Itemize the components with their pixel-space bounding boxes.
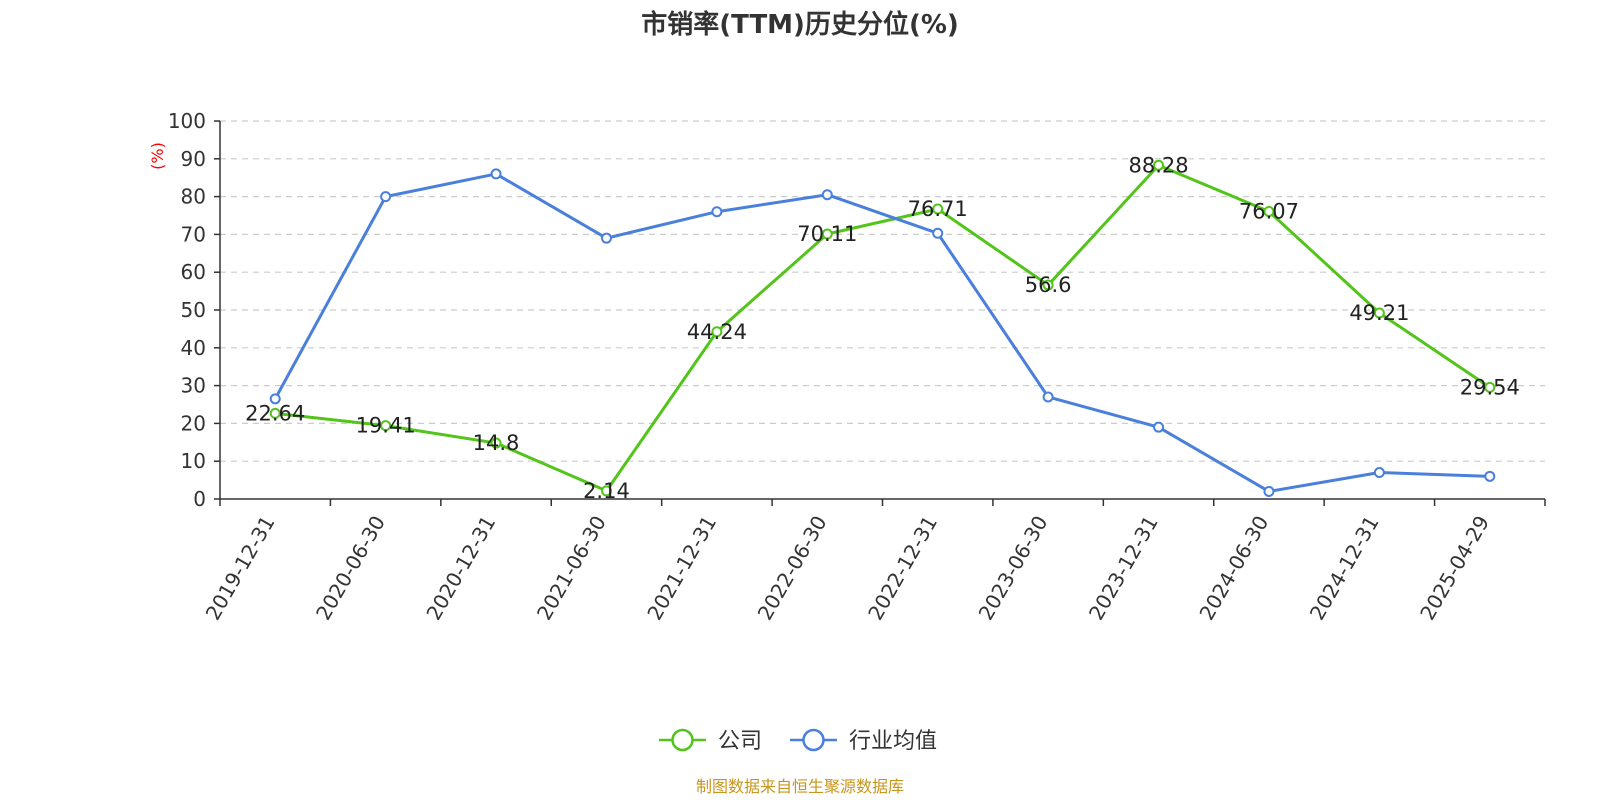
data-label: 2.14 bbox=[583, 479, 630, 503]
x-tick-label: 2022-12-31 bbox=[863, 511, 942, 624]
series-line-1 bbox=[273, 172, 1490, 493]
series-1-point bbox=[711, 206, 723, 218]
series-1-point bbox=[1484, 470, 1496, 482]
series-1-point bbox=[821, 189, 833, 201]
series-0-point bbox=[1153, 159, 1165, 171]
x-tick-label: 2019-12-31 bbox=[201, 512, 280, 625]
y-axis-unit: (%) bbox=[148, 142, 167, 170]
series-0-point bbox=[1373, 307, 1385, 319]
series-0-point bbox=[269, 407, 281, 419]
x-tick-label: 2021-12-31 bbox=[642, 512, 721, 625]
legend-marker-industry-average bbox=[802, 728, 825, 752]
y-tick-label: 50 bbox=[181, 298, 206, 322]
data-label: 56.6 bbox=[1025, 273, 1072, 297]
data-label: 19.41 bbox=[356, 414, 416, 438]
x-tick-label: 2020-06-30 bbox=[311, 512, 390, 625]
legend-label-industry-average: 行业均值 bbox=[849, 729, 937, 754]
chart-title: 市销率(TTM)历史分位(%) bbox=[641, 9, 959, 40]
legend-item-company[interactable]: 公司 bbox=[659, 728, 762, 754]
legend-marker-company bbox=[671, 728, 694, 752]
data-labels: 22.64 19.41 14.8 2.14 44.24 70.11 76.71 56.6 88.… bbox=[245, 153, 1520, 503]
x-tick-label: 2025-04-29 bbox=[1415, 512, 1494, 625]
x-tick-label: 2023-12-31 bbox=[1084, 512, 1163, 625]
series-0-point bbox=[1042, 279, 1054, 291]
y-tick-label: 40 bbox=[181, 336, 206, 360]
y-tick-label: 30 bbox=[181, 374, 206, 398]
y-tick-label: 70 bbox=[181, 222, 206, 246]
x-tick-label: 2020-12-31 bbox=[421, 511, 500, 624]
legend-item-industry-average[interactable]: 行业均值 bbox=[790, 728, 937, 754]
x-tick-label: 2024-06-30 bbox=[1194, 512, 1273, 625]
data-source-note: 制图数据来自恒生聚源数据库 bbox=[696, 777, 904, 796]
data-label: 22.64 bbox=[245, 401, 305, 425]
y-tick-label: 10 bbox=[181, 449, 206, 473]
series bbox=[269, 159, 1496, 497]
series-0-point bbox=[490, 437, 502, 449]
data-label: 14.8 bbox=[473, 431, 520, 455]
series-1-point bbox=[1263, 485, 1275, 497]
series-1-point bbox=[1373, 467, 1385, 479]
series-1-point bbox=[932, 227, 944, 239]
y-tick-label: 20 bbox=[181, 411, 206, 435]
axes: (%) bbox=[148, 120, 1546, 506]
x-axis-ticks: 2019-12-31 2020-06-30 2020-12-31 2021-06-30… bbox=[201, 511, 1494, 624]
x-tick-label: 2022-06-30 bbox=[753, 512, 832, 625]
legend[interactable]: 公司 行业均值 bbox=[659, 728, 937, 754]
series-0-point bbox=[1484, 381, 1496, 393]
legend-label-company: 公司 bbox=[718, 729, 762, 754]
grid-lines bbox=[220, 120, 1545, 462]
data-label: 44.24 bbox=[687, 320, 747, 344]
y-tick-label: 60 bbox=[181, 260, 206, 284]
series-line-0 bbox=[275, 163, 1491, 493]
series-1-point bbox=[1153, 421, 1165, 433]
series-0-point bbox=[711, 326, 723, 338]
x-tick-label: 2023-06-30 bbox=[974, 512, 1053, 625]
x-tick-label: 2021-06-30 bbox=[532, 512, 611, 625]
y-tick-label: 0 bbox=[193, 487, 206, 511]
data-label: 70.11 bbox=[797, 222, 857, 246]
series-0-point bbox=[1263, 205, 1275, 217]
data-label: 76.71 bbox=[908, 197, 968, 221]
series-0-point bbox=[380, 420, 392, 432]
data-label: 76.07 bbox=[1239, 199, 1299, 223]
x-tick-label: 2024-12-31 bbox=[1305, 512, 1384, 625]
y-tick-label: 100 bbox=[168, 109, 206, 133]
series-1-point bbox=[600, 232, 612, 244]
series-1-point bbox=[490, 168, 502, 180]
data-label: 88.28 bbox=[1128, 153, 1188, 177]
series-1-point bbox=[1042, 391, 1054, 403]
y-axis-ticks: 0 10 20 30 40 50 60 70 80 90 100 bbox=[168, 109, 206, 511]
y-tick-label: 90 bbox=[181, 147, 206, 171]
series-1-point bbox=[380, 191, 392, 203]
series-1-point bbox=[269, 393, 281, 405]
series-0-point bbox=[600, 485, 612, 497]
series-0-point bbox=[821, 228, 833, 240]
data-label: 29.54 bbox=[1460, 375, 1520, 399]
y-tick-label: 80 bbox=[181, 185, 206, 209]
series-0-point bbox=[932, 203, 944, 215]
data-label: 49.21 bbox=[1349, 301, 1409, 325]
